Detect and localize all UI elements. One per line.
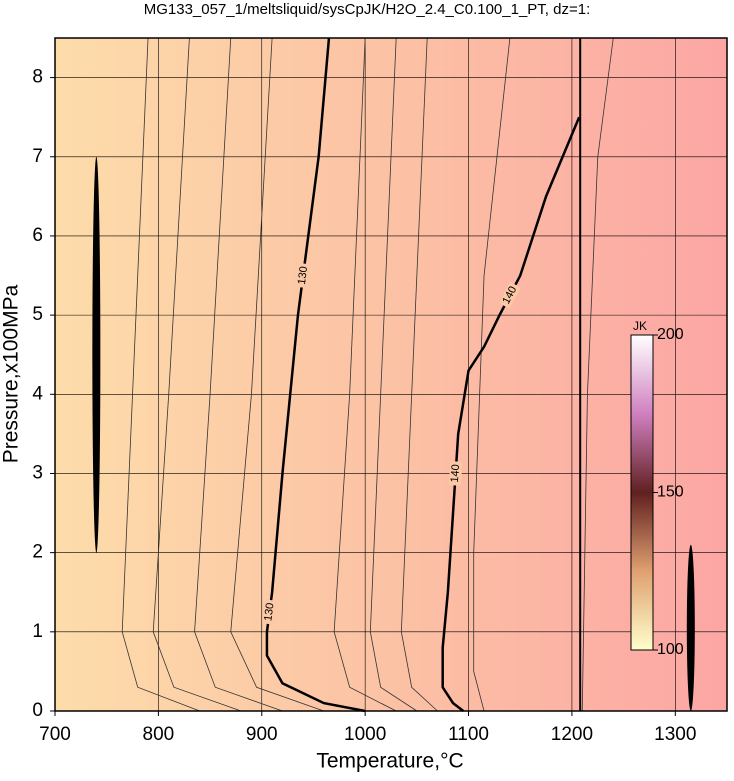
colorbar-tick-label: 150 <box>657 484 684 501</box>
y-tick-label: 4 <box>32 383 43 404</box>
x-tick-label: 1300 <box>654 724 696 745</box>
y-tick-label: 5 <box>32 304 43 325</box>
y-tick-label: 3 <box>32 462 43 483</box>
thin-contour <box>400 37 438 712</box>
colorbar-tick-label: 200 <box>657 326 684 343</box>
thin-contour <box>194 37 283 712</box>
thin-contour <box>230 37 324 712</box>
y-tick-label: 2 <box>32 542 43 563</box>
thin-contour <box>333 37 397 712</box>
x-tick-label: 700 <box>39 724 71 745</box>
thin-contour <box>473 37 511 712</box>
contour-line <box>265 37 366 713</box>
contour-label-bg <box>448 461 463 486</box>
x-tick-label: 1000 <box>344 724 386 745</box>
thin-contour <box>581 37 614 712</box>
colorbar <box>630 334 654 651</box>
y-tick-label: 6 <box>32 225 43 246</box>
contour-label-bg <box>262 599 278 625</box>
x-axis-label: Temperature,°C <box>316 750 463 773</box>
plot-background <box>55 38 727 711</box>
colorbar-label: JK <box>633 319 647 333</box>
x-tick-label: 1100 <box>448 724 489 745</box>
contour-label-bg <box>499 281 521 309</box>
contour-label: 130 <box>262 602 276 622</box>
plot-frame <box>54 37 728 712</box>
x-tick-label: 900 <box>246 724 278 745</box>
y-tick-label: 0 <box>32 700 43 721</box>
thin-contour <box>121 37 200 712</box>
spike <box>686 544 695 711</box>
contour-label-group: 130 <box>262 599 278 625</box>
contour-label-group: 140 <box>448 461 463 486</box>
contour-label: 130 <box>296 266 310 286</box>
thin-contour <box>152 37 242 712</box>
contour-label-bg <box>295 262 311 289</box>
spike <box>92 156 101 553</box>
thin-contour <box>369 37 418 712</box>
contour-label-group: 130 <box>295 262 311 289</box>
contour-line <box>441 116 581 712</box>
colorbar-tick-label: 100 <box>657 641 684 658</box>
y-tick-label: 8 <box>32 67 43 88</box>
y-tick-label: 1 <box>32 621 43 642</box>
chart-title: MG133_057_1/meltsliquid/sysCpJK/H2O_2.4_… <box>144 1 591 18</box>
x-tick-label: 800 <box>143 724 175 745</box>
y-tick-label: 7 <box>32 146 43 167</box>
y-axis-label: Pressure,x100MPa <box>0 284 23 463</box>
x-tick-label: 1200 <box>551 724 593 745</box>
contour-label: 140 <box>449 464 462 483</box>
